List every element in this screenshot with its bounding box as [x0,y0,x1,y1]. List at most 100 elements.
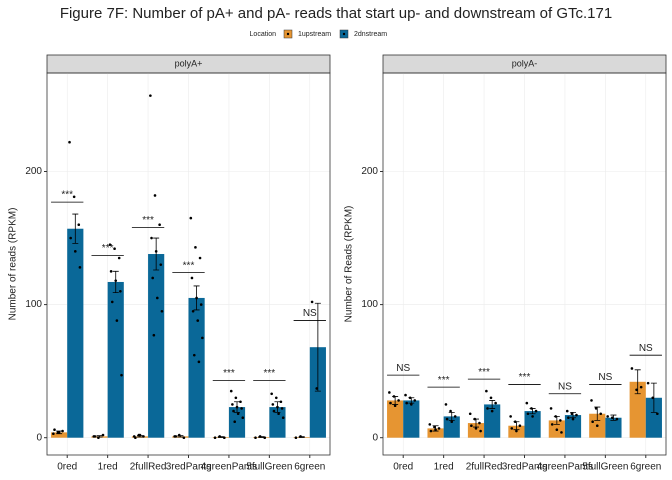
point [531,415,534,418]
point [270,392,273,396]
point [656,412,659,416]
point [279,400,283,404]
point [57,431,61,434]
point [101,433,105,437]
x-tick-label: 0red [393,462,413,473]
point [526,412,530,416]
point [449,409,452,413]
point [152,333,156,337]
point [234,396,238,400]
x-tick-label: 0red [57,462,77,473]
point [534,409,538,413]
point [525,401,529,405]
point [108,243,112,247]
bar [524,411,541,438]
point [236,412,240,416]
point [254,436,257,439]
x-tick-label: 5fullGreen [582,462,628,473]
panel-border [382,72,667,456]
point [445,417,449,421]
error-bar [72,213,79,244]
point [194,246,197,249]
point [550,423,554,426]
bar [605,417,622,438]
point [153,194,157,197]
point [567,416,570,420]
point [635,388,638,392]
strip-label: polyA+ [175,58,203,68]
bar [67,228,84,438]
point [437,427,441,430]
point [554,415,557,418]
point [231,403,234,406]
point [434,428,437,432]
point [549,407,553,410]
point [393,404,397,408]
point [590,399,593,402]
point [315,387,319,390]
x-tick-label: 5fullGreen [246,462,292,473]
point [479,429,482,433]
point [413,399,417,402]
point [570,412,574,416]
y-tick-label: 100 [25,299,42,310]
point [229,389,233,393]
point [444,403,448,406]
point [470,424,473,428]
point [274,396,278,400]
chart-title: Figure 7F: Number of pA+ and pA- reads t… [60,5,612,22]
point [571,417,575,421]
x-tick-label: 3redPants [502,462,548,473]
point [182,436,186,439]
bar [228,407,246,438]
point [232,409,235,413]
y-axis-label: Number of reads (RPKM) [8,208,19,321]
point [474,427,478,430]
point [478,421,481,425]
point [559,419,562,422]
point [271,403,275,406]
point [72,195,76,199]
legend-label: 1upstream [298,31,331,38]
point [110,300,114,304]
point [595,424,599,428]
point [109,270,113,273]
bar [564,415,582,438]
point [485,389,488,393]
sig-label: *** [61,190,73,201]
point [233,420,237,424]
point [154,250,158,253]
point [560,431,563,434]
point [199,303,203,306]
point [404,393,407,397]
point [115,319,119,322]
point [490,409,494,413]
point [389,401,392,405]
point [280,407,284,410]
point [299,435,302,438]
point [594,407,598,410]
point [310,300,314,304]
error-bar [594,406,601,421]
point [52,432,55,436]
legend-dot [342,32,346,36]
strip-label: polyA- [512,58,538,68]
bar [188,297,205,438]
point [142,435,145,438]
error-bar [112,270,119,294]
point [453,415,457,418]
error-bar [448,412,455,421]
error-bar [153,237,160,271]
point [159,263,163,266]
bar [629,381,646,438]
point [213,436,217,439]
point [405,401,408,405]
point [218,435,221,438]
point [555,428,559,432]
point [408,396,412,400]
point [428,423,432,426]
x-tick-label: 2fullRed [130,462,167,473]
point [151,276,154,280]
point [410,403,413,406]
